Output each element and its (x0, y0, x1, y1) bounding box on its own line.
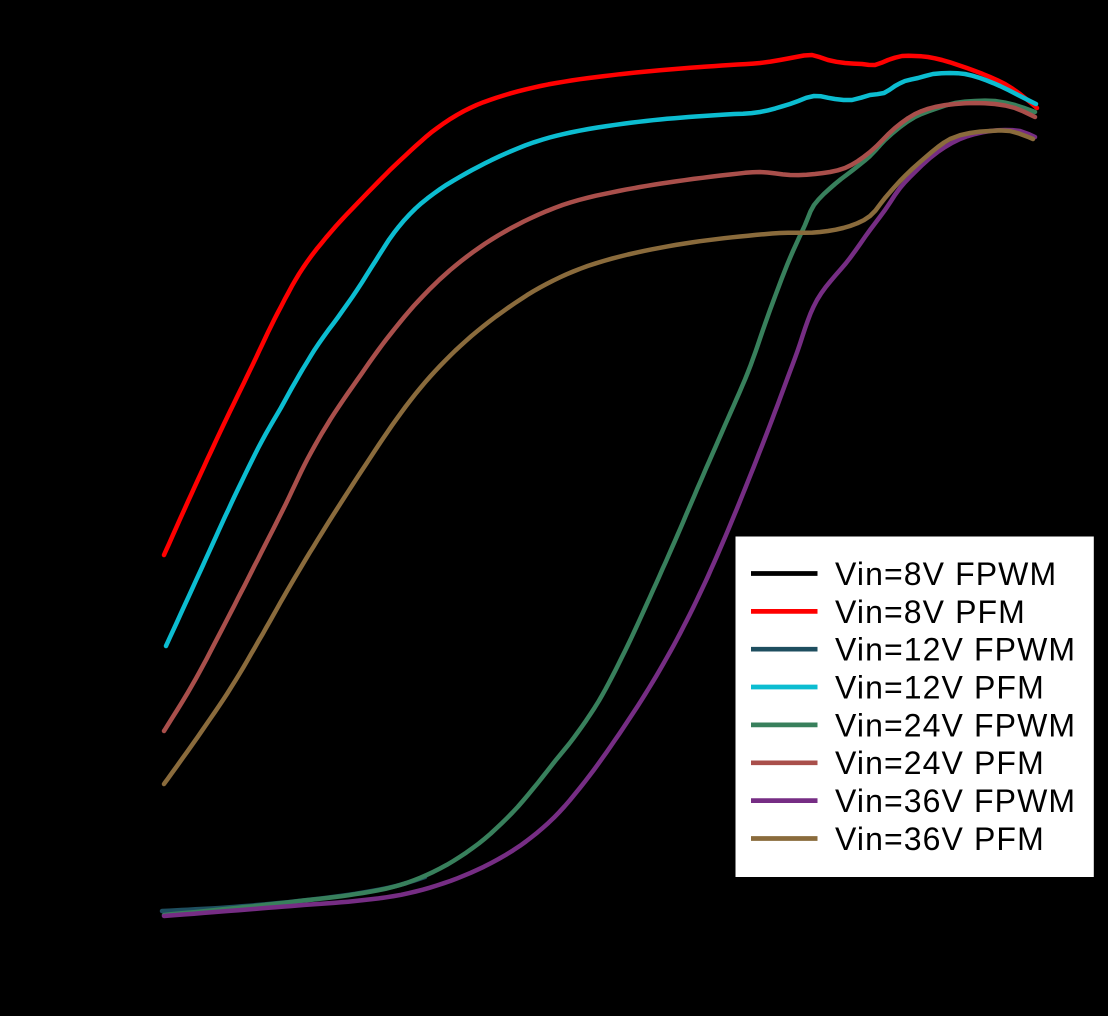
svg-text:Vin=24V FPWM: Vin=24V FPWM (835, 707, 1076, 743)
svg-text:Vin=8V FPWM: Vin=8V FPWM (835, 556, 1057, 592)
svg-text:Vin=36V PFM: Vin=36V PFM (835, 821, 1045, 857)
svg-text:Vin=12V FPWM: Vin=12V FPWM (835, 632, 1076, 668)
svg-text:Vin=12V PFM: Vin=12V PFM (835, 670, 1045, 706)
svg-text:Vin=24V PFM: Vin=24V PFM (835, 745, 1045, 781)
svg-text:Vin=8V PFM: Vin=8V PFM (835, 594, 1026, 630)
svg-text:Vin=36V FPWM: Vin=36V FPWM (835, 783, 1076, 819)
